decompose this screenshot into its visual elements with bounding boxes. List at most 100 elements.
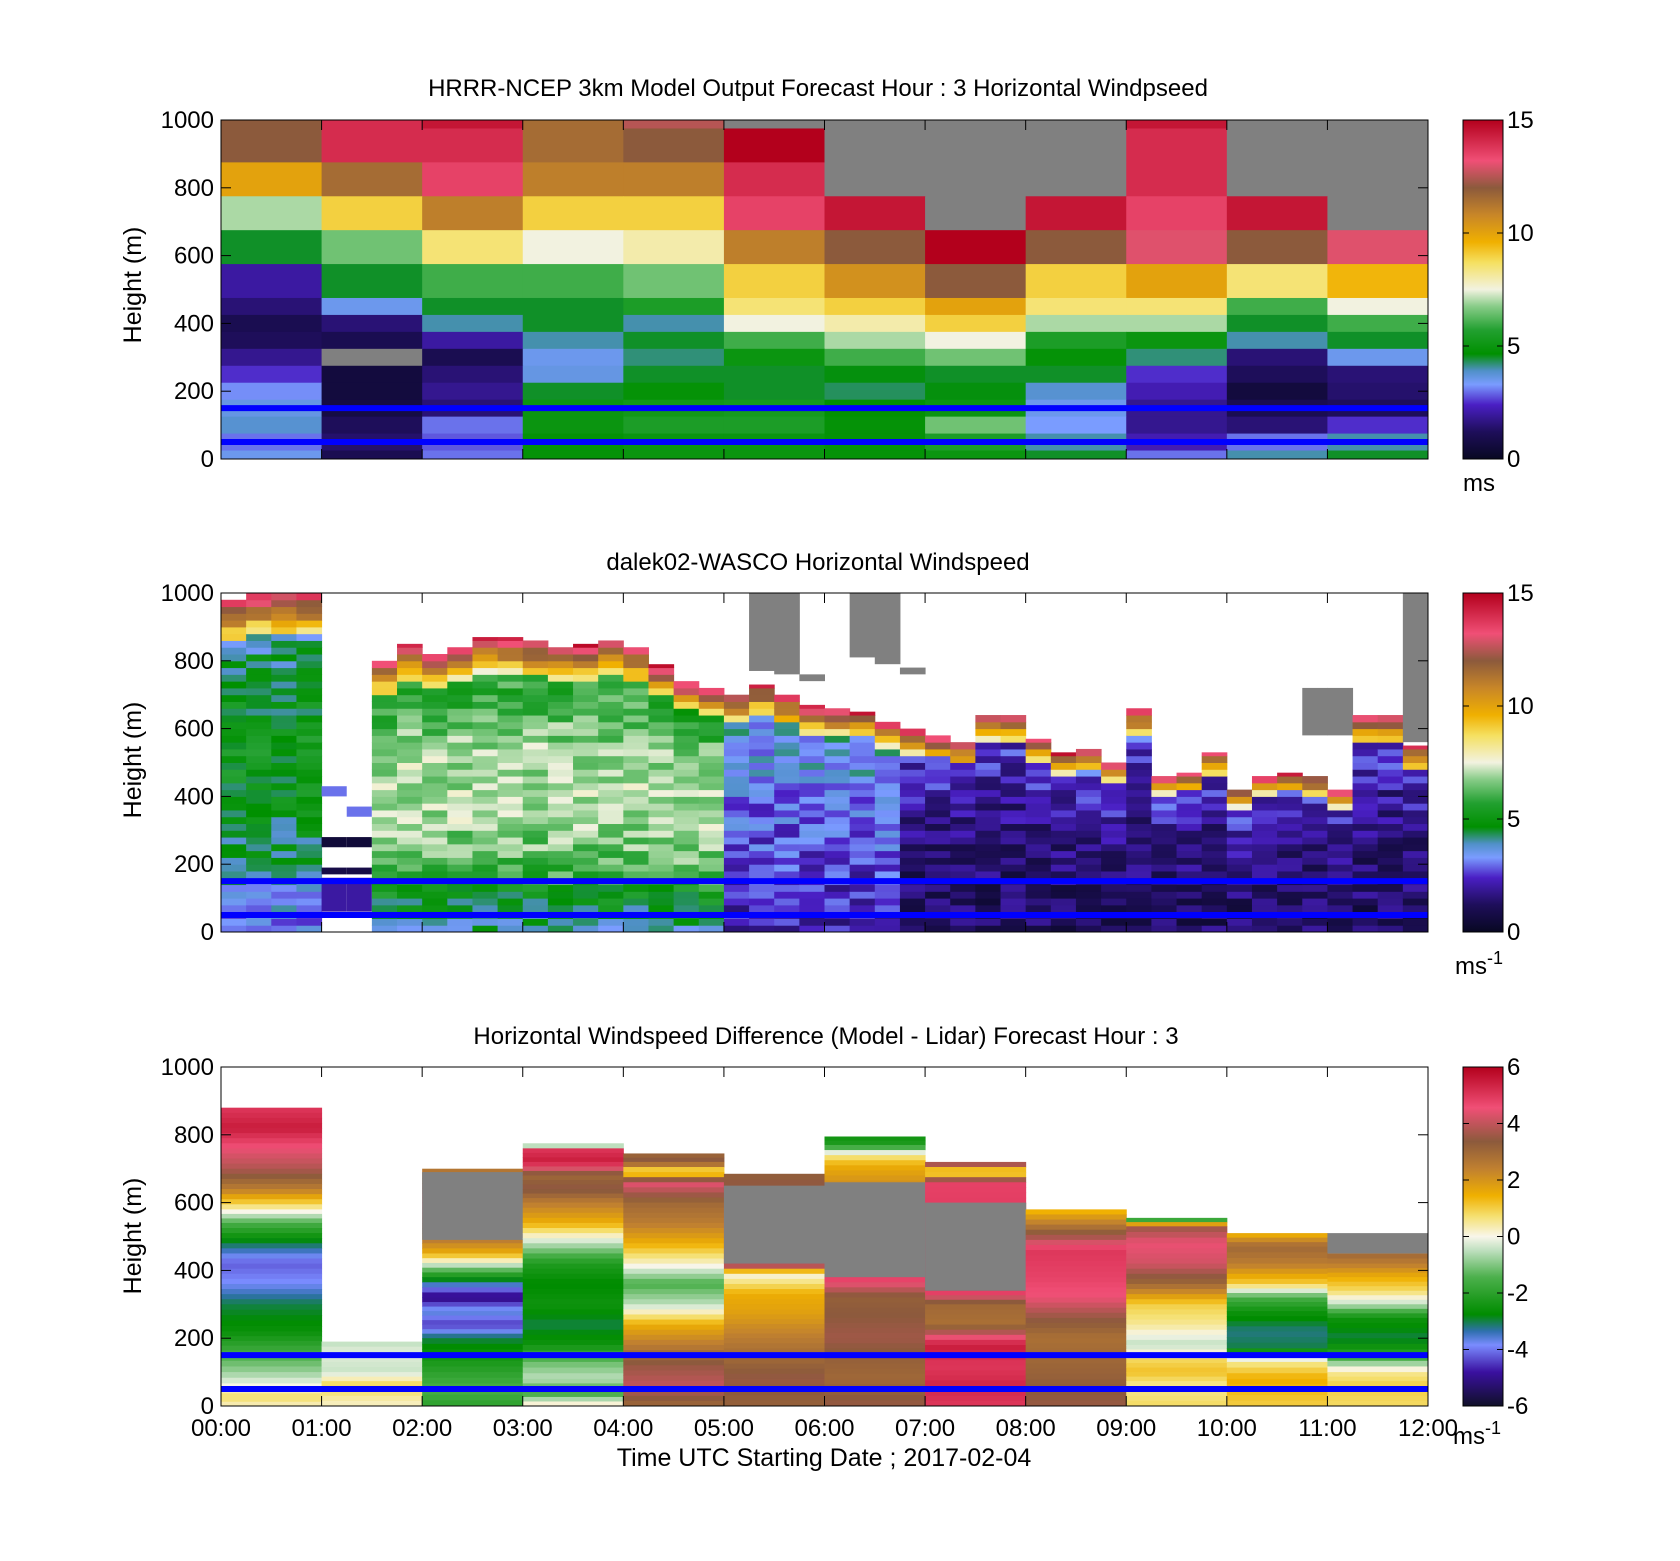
model-cell — [522, 416, 624, 435]
lidar-cell — [648, 803, 675, 811]
lidar-cell — [1201, 843, 1228, 852]
lidar-cell — [749, 843, 775, 852]
difference-cell — [623, 1395, 725, 1402]
difference-cell — [1327, 1286, 1429, 1292]
lidar-cell — [774, 884, 800, 892]
lidar-cell — [598, 708, 624, 716]
model-cell — [1327, 314, 1429, 333]
lidar-cell — [1075, 857, 1102, 865]
model-cell — [522, 230, 624, 265]
lidar-cell — [1402, 925, 1429, 933]
difference-cell — [623, 1222, 725, 1229]
difference-cell — [723, 1309, 825, 1315]
lidar-cell — [1377, 850, 1404, 858]
lidar-cell — [1226, 864, 1253, 872]
lidar-cell — [1327, 857, 1354, 865]
lidar-cell — [950, 748, 976, 757]
model-cell — [321, 230, 423, 265]
difference-cell — [723, 1319, 825, 1325]
lidar-cell — [1151, 803, 1178, 811]
lidar-cell — [497, 823, 524, 831]
lidar-cell — [673, 891, 700, 899]
lidar-cell — [1176, 850, 1203, 858]
lidar-cell — [497, 701, 524, 709]
difference-cell — [925, 1319, 1027, 1326]
lidar-cell — [246, 891, 272, 899]
model-cell — [1226, 331, 1328, 350]
lidar-cell — [573, 850, 599, 858]
difference-cell — [422, 1315, 524, 1321]
colorbar-tick-label: 0 — [1507, 1224, 1520, 1251]
lidar-cell — [1050, 816, 1077, 825]
difference-cell — [522, 1243, 624, 1249]
lidar-cell — [623, 898, 649, 906]
model-cell — [321, 348, 423, 367]
lidar-cell — [1126, 708, 1152, 716]
lidar-cell — [547, 721, 574, 730]
lidar-cell — [497, 654, 524, 662]
model-cell — [522, 264, 624, 299]
lidar-cell — [497, 918, 524, 926]
lidar-cell — [1251, 823, 1278, 831]
lidar-cell — [723, 735, 750, 743]
xtick-label: 10:00 — [1197, 1415, 1257, 1442]
difference-cell — [522, 1184, 624, 1190]
lidar-cell — [246, 728, 272, 736]
model-cell — [422, 416, 524, 435]
difference-cell — [824, 1338, 926, 1344]
model-cell — [623, 314, 725, 333]
lidar-cell — [673, 816, 700, 825]
difference-cell — [1025, 1378, 1127, 1385]
lidar-cell — [1201, 904, 1228, 913]
lidar-cell — [271, 606, 297, 614]
lidar-cell — [397, 735, 423, 743]
lidar-cell — [1000, 735, 1027, 743]
lidar-cell — [447, 667, 473, 675]
difference-cell — [1126, 1237, 1228, 1244]
lidar-cell — [749, 769, 775, 777]
model-cell — [522, 196, 624, 231]
lidar-cell — [874, 870, 901, 879]
lidar-cell — [1251, 830, 1278, 838]
lidar-cell — [1151, 904, 1178, 913]
lidar-cell — [698, 809, 725, 818]
lidar-cell — [1176, 776, 1203, 784]
lidar-cell — [598, 864, 624, 872]
lidar-cell — [1277, 830, 1303, 838]
lidar-cell — [1101, 857, 1127, 865]
lidar-cell — [874, 789, 901, 797]
lidar-cell — [573, 643, 599, 648]
model-cell — [925, 264, 1027, 299]
model-cell — [1327, 416, 1429, 435]
lidar-cell — [925, 884, 951, 892]
lidar-cell — [1377, 728, 1404, 736]
lidar-cell — [296, 850, 323, 858]
lidar-cell — [598, 925, 624, 933]
lidar-cell — [472, 857, 499, 865]
lidar-cell — [221, 687, 247, 696]
difference-cell — [623, 1365, 725, 1371]
difference-cell — [422, 1389, 524, 1396]
lidar-cell — [296, 830, 323, 838]
lidar-cell — [573, 864, 599, 872]
lidar-cell — [522, 647, 549, 655]
lidar-cell — [271, 694, 297, 702]
difference-cell — [623, 1233, 725, 1239]
difference-cell — [522, 1222, 624, 1229]
lidar-cell — [573, 870, 599, 879]
lidar-cell — [397, 776, 423, 784]
lidar-cell — [1377, 762, 1404, 770]
lidar-cell — [271, 904, 297, 913]
lidar-cell — [723, 904, 750, 913]
lidar-cell — [1201, 769, 1228, 777]
lidar-cell — [1126, 850, 1152, 858]
lidar-cell — [824, 857, 851, 865]
model-cell — [623, 382, 725, 401]
lidar-cell — [573, 898, 599, 906]
lidar-cell — [246, 660, 272, 669]
lidar-cell — [1377, 769, 1404, 777]
lidar-cell — [774, 925, 800, 933]
lidar-cell — [296, 728, 323, 736]
difference-cell — [221, 1273, 323, 1280]
lidar-cell — [925, 755, 951, 763]
